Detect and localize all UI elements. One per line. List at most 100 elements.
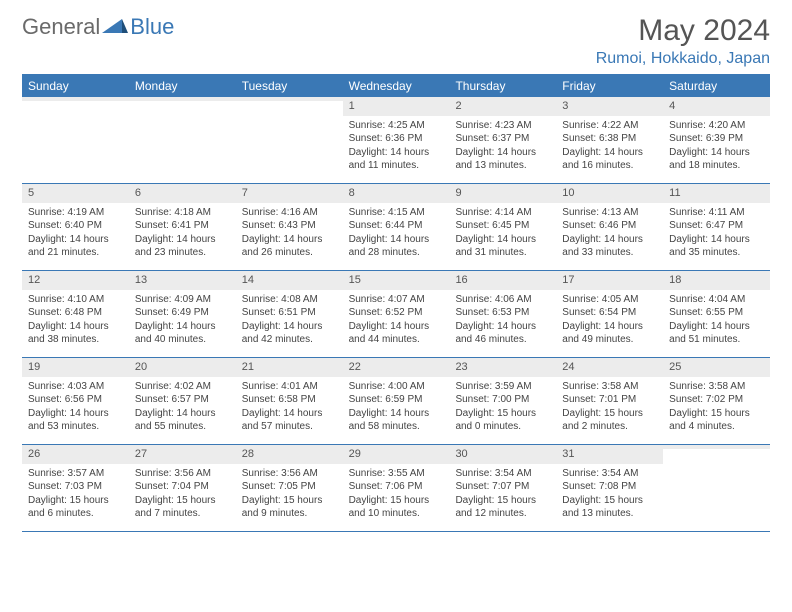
- sunset-text: Sunset: 6:45 PM: [455, 219, 550, 233]
- weeks-container: 1Sunrise: 4:25 AMSunset: 6:36 PMDaylight…: [22, 97, 770, 532]
- daylight-text: Daylight: 14 hours and 26 minutes.: [242, 233, 337, 260]
- sunset-text: Sunset: 6:51 PM: [242, 306, 337, 320]
- sunset-text: Sunset: 6:57 PM: [135, 393, 230, 407]
- sunrise-text: Sunrise: 4:20 AM: [669, 119, 764, 133]
- day-cell: [663, 445, 770, 531]
- day-cell: 10Sunrise: 4:13 AMSunset: 6:46 PMDayligh…: [556, 184, 663, 270]
- sunrise-text: Sunrise: 4:06 AM: [455, 293, 550, 307]
- sunset-text: Sunset: 7:04 PM: [135, 480, 230, 494]
- daylight-text: Daylight: 14 hours and 55 minutes.: [135, 407, 230, 434]
- sunrise-text: Sunrise: 4:10 AM: [28, 293, 123, 307]
- daylight-text: Daylight: 15 hours and 4 minutes.: [669, 407, 764, 434]
- day-number: 6: [129, 184, 236, 203]
- day-cell: 19Sunrise: 4:03 AMSunset: 6:56 PMDayligh…: [22, 358, 129, 444]
- daylight-text: Daylight: 14 hours and 35 minutes.: [669, 233, 764, 260]
- day-cell: 7Sunrise: 4:16 AMSunset: 6:43 PMDaylight…: [236, 184, 343, 270]
- daylight-text: Daylight: 14 hours and 11 minutes.: [349, 146, 444, 173]
- sunset-text: Sunset: 6:44 PM: [349, 219, 444, 233]
- sunrise-text: Sunrise: 3:56 AM: [135, 467, 230, 481]
- day-number: 24: [556, 358, 663, 377]
- day-body: [129, 101, 236, 161]
- sunset-text: Sunset: 6:40 PM: [28, 219, 123, 233]
- day-body: Sunrise: 4:20 AMSunset: 6:39 PMDaylight:…: [663, 116, 770, 178]
- sunrise-text: Sunrise: 3:57 AM: [28, 467, 123, 481]
- daylight-text: Daylight: 14 hours and 21 minutes.: [28, 233, 123, 260]
- day-number: 23: [449, 358, 556, 377]
- title-block: May 2024 Rumoi, Hokkaido, Japan: [596, 14, 770, 68]
- week-row: 19Sunrise: 4:03 AMSunset: 6:56 PMDayligh…: [22, 358, 770, 445]
- sunset-text: Sunset: 6:55 PM: [669, 306, 764, 320]
- day-number: 18: [663, 271, 770, 290]
- day-body: Sunrise: 3:56 AMSunset: 7:05 PMDaylight:…: [236, 464, 343, 526]
- day-body: Sunrise: 4:13 AMSunset: 6:46 PMDaylight:…: [556, 203, 663, 265]
- sunrise-text: Sunrise: 3:58 AM: [669, 380, 764, 394]
- daylight-text: Daylight: 14 hours and 31 minutes.: [455, 233, 550, 260]
- sunset-text: Sunset: 6:56 PM: [28, 393, 123, 407]
- day-number: 5: [22, 184, 129, 203]
- day-cell: 31Sunrise: 3:54 AMSunset: 7:08 PMDayligh…: [556, 445, 663, 531]
- daylight-text: Daylight: 14 hours and 18 minutes.: [669, 146, 764, 173]
- sunset-text: Sunset: 7:05 PM: [242, 480, 337, 494]
- sunrise-text: Sunrise: 4:02 AM: [135, 380, 230, 394]
- day-cell: 12Sunrise: 4:10 AMSunset: 6:48 PMDayligh…: [22, 271, 129, 357]
- sunrise-text: Sunrise: 4:11 AM: [669, 206, 764, 220]
- day-cell: 25Sunrise: 3:58 AMSunset: 7:02 PMDayligh…: [663, 358, 770, 444]
- day-body: Sunrise: 4:11 AMSunset: 6:47 PMDaylight:…: [663, 203, 770, 265]
- day-body: Sunrise: 4:15 AMSunset: 6:44 PMDaylight:…: [343, 203, 450, 265]
- sunset-text: Sunset: 7:03 PM: [28, 480, 123, 494]
- daylight-text: Daylight: 14 hours and 49 minutes.: [562, 320, 657, 347]
- sunset-text: Sunset: 7:06 PM: [349, 480, 444, 494]
- day-cell: 13Sunrise: 4:09 AMSunset: 6:49 PMDayligh…: [129, 271, 236, 357]
- day-cell: 3Sunrise: 4:22 AMSunset: 6:38 PMDaylight…: [556, 97, 663, 183]
- day-number: 16: [449, 271, 556, 290]
- sunrise-text: Sunrise: 4:03 AM: [28, 380, 123, 394]
- sunrise-text: Sunrise: 4:04 AM: [669, 293, 764, 307]
- day-cell: [129, 97, 236, 183]
- sunset-text: Sunset: 6:36 PM: [349, 132, 444, 146]
- day-number: 13: [129, 271, 236, 290]
- sunrise-text: Sunrise: 4:01 AM: [242, 380, 337, 394]
- day-cell: 16Sunrise: 4:06 AMSunset: 6:53 PMDayligh…: [449, 271, 556, 357]
- daylight-text: Daylight: 14 hours and 42 minutes.: [242, 320, 337, 347]
- brand-logo: General Blue: [22, 14, 174, 40]
- day-body: Sunrise: 4:07 AMSunset: 6:52 PMDaylight:…: [343, 290, 450, 352]
- day-cell: 14Sunrise: 4:08 AMSunset: 6:51 PMDayligh…: [236, 271, 343, 357]
- day-body: Sunrise: 4:00 AMSunset: 6:59 PMDaylight:…: [343, 377, 450, 439]
- day-body: Sunrise: 4:06 AMSunset: 6:53 PMDaylight:…: [449, 290, 556, 352]
- day-number: 3: [556, 97, 663, 116]
- sunset-text: Sunset: 6:58 PM: [242, 393, 337, 407]
- day-number: 8: [343, 184, 450, 203]
- day-body: Sunrise: 3:58 AMSunset: 7:01 PMDaylight:…: [556, 377, 663, 439]
- day-body: Sunrise: 4:04 AMSunset: 6:55 PMDaylight:…: [663, 290, 770, 352]
- sunrise-text: Sunrise: 4:19 AM: [28, 206, 123, 220]
- sunset-text: Sunset: 6:49 PM: [135, 306, 230, 320]
- sunrise-text: Sunrise: 4:07 AM: [349, 293, 444, 307]
- dow-friday: Friday: [556, 75, 663, 97]
- day-body: Sunrise: 4:02 AMSunset: 6:57 PMDaylight:…: [129, 377, 236, 439]
- sunrise-text: Sunrise: 4:25 AM: [349, 119, 444, 133]
- sunset-text: Sunset: 7:07 PM: [455, 480, 550, 494]
- brand-part2: Blue: [130, 14, 174, 40]
- day-body: Sunrise: 3:55 AMSunset: 7:06 PMDaylight:…: [343, 464, 450, 526]
- daylight-text: Daylight: 15 hours and 13 minutes.: [562, 494, 657, 521]
- day-number: 12: [22, 271, 129, 290]
- sunrise-text: Sunrise: 4:22 AM: [562, 119, 657, 133]
- sunrise-text: Sunrise: 4:09 AM: [135, 293, 230, 307]
- week-row: 5Sunrise: 4:19 AMSunset: 6:40 PMDaylight…: [22, 184, 770, 271]
- day-cell: 24Sunrise: 3:58 AMSunset: 7:01 PMDayligh…: [556, 358, 663, 444]
- daylight-text: Daylight: 14 hours and 51 minutes.: [669, 320, 764, 347]
- daylight-text: Daylight: 15 hours and 0 minutes.: [455, 407, 550, 434]
- sunrise-text: Sunrise: 4:16 AM: [242, 206, 337, 220]
- sunrise-text: Sunrise: 4:00 AM: [349, 380, 444, 394]
- daylight-text: Daylight: 15 hours and 9 minutes.: [242, 494, 337, 521]
- sunrise-text: Sunrise: 4:08 AM: [242, 293, 337, 307]
- day-cell: 15Sunrise: 4:07 AMSunset: 6:52 PMDayligh…: [343, 271, 450, 357]
- month-title: May 2024: [596, 14, 770, 48]
- day-of-week-header: Sunday Monday Tuesday Wednesday Thursday…: [22, 75, 770, 97]
- calendar-page: General Blue May 2024 Rumoi, Hokkaido, J…: [0, 0, 792, 546]
- day-body: Sunrise: 4:16 AMSunset: 6:43 PMDaylight:…: [236, 203, 343, 265]
- header: General Blue May 2024 Rumoi, Hokkaido, J…: [22, 14, 770, 68]
- location-label: Rumoi, Hokkaido, Japan: [596, 50, 770, 68]
- day-cell: 28Sunrise: 3:56 AMSunset: 7:05 PMDayligh…: [236, 445, 343, 531]
- daylight-text: Daylight: 14 hours and 13 minutes.: [455, 146, 550, 173]
